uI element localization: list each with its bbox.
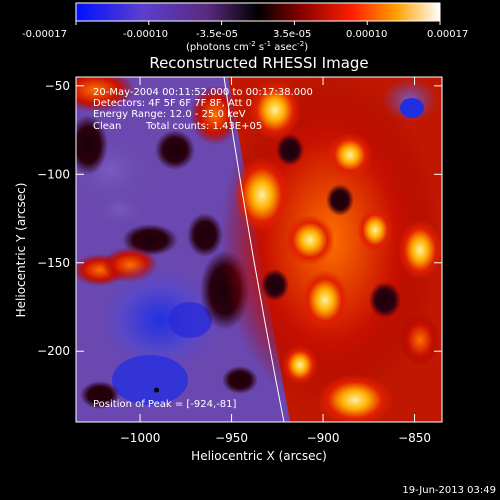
- colorbar-tick-label: 0.00017: [427, 29, 468, 40]
- footer-timestamp: 19-Jun-2013 03:49: [402, 485, 496, 496]
- rhessi-image: [76, 77, 442, 422]
- y-axis-ticks: −50 −100 −150 −200: [37, 79, 442, 358]
- time-range: 20-May-2004 00:11:52.000 to 00:17:38.000: [93, 87, 313, 98]
- colorbar: -0.00017 -0.00010 -3.5e-05 3.5e-05 0.000…: [22, 2, 468, 53]
- x-axis-ticks: −1000 −950 −900 −850: [120, 77, 431, 445]
- energy-range: Energy Range: 12.0 - 25.0 keV: [93, 109, 246, 120]
- x-tick-label: −950: [215, 431, 248, 445]
- clean-label: Clean: [93, 121, 121, 132]
- y-tick-label: −50: [45, 79, 70, 93]
- image-annotations: 20-May-2004 00:11:52.000 to 00:17:38.000…: [93, 87, 313, 410]
- y-axis-label: Heliocentric Y (arcsec): [14, 183, 28, 318]
- y-tick-label: −200: [37, 344, 70, 358]
- colorbar-gradient: [75, 2, 441, 22]
- x-axis-label: Heliocentric X (arcsec): [191, 449, 327, 463]
- y-tick-label: −100: [37, 167, 70, 181]
- colorbar-tick-labels: -0.00017 -0.00010 -3.5e-05 3.5e-05 0.000…: [22, 29, 468, 40]
- solar-limb-line: [223, 77, 285, 422]
- x-tick-label: −900: [307, 431, 340, 445]
- x-tick-label: −850: [398, 431, 431, 445]
- colorbar-tick-label: -3.5e-05: [196, 29, 238, 40]
- colorbar-ticks: [75, 21, 441, 25]
- peak-marker: [154, 387, 160, 393]
- colorbar-tick-label: -0.00017: [22, 29, 67, 40]
- plot-frame: [75, 76, 443, 423]
- detectors: Detectors: 4F 5F 6F 7F 8F, Att 0: [93, 98, 252, 109]
- peak-position: Position of Peak = [-924,-81]: [93, 399, 237, 410]
- colorbar-units: (photons cm-2 s-1 asec-2): [186, 40, 308, 53]
- colorbar-tick-label: 3.5e-05: [273, 29, 311, 40]
- colorbar-tick-label: 0.00010: [346, 29, 387, 40]
- plot-title: Reconstructed RHESSI Image: [149, 54, 368, 72]
- total-counts: Total counts: 1.43E+05: [145, 121, 262, 132]
- y-tick-label: −150: [37, 256, 70, 270]
- colorbar-tick-label: -0.00010: [123, 29, 168, 40]
- x-tick-label: −1000: [120, 431, 161, 445]
